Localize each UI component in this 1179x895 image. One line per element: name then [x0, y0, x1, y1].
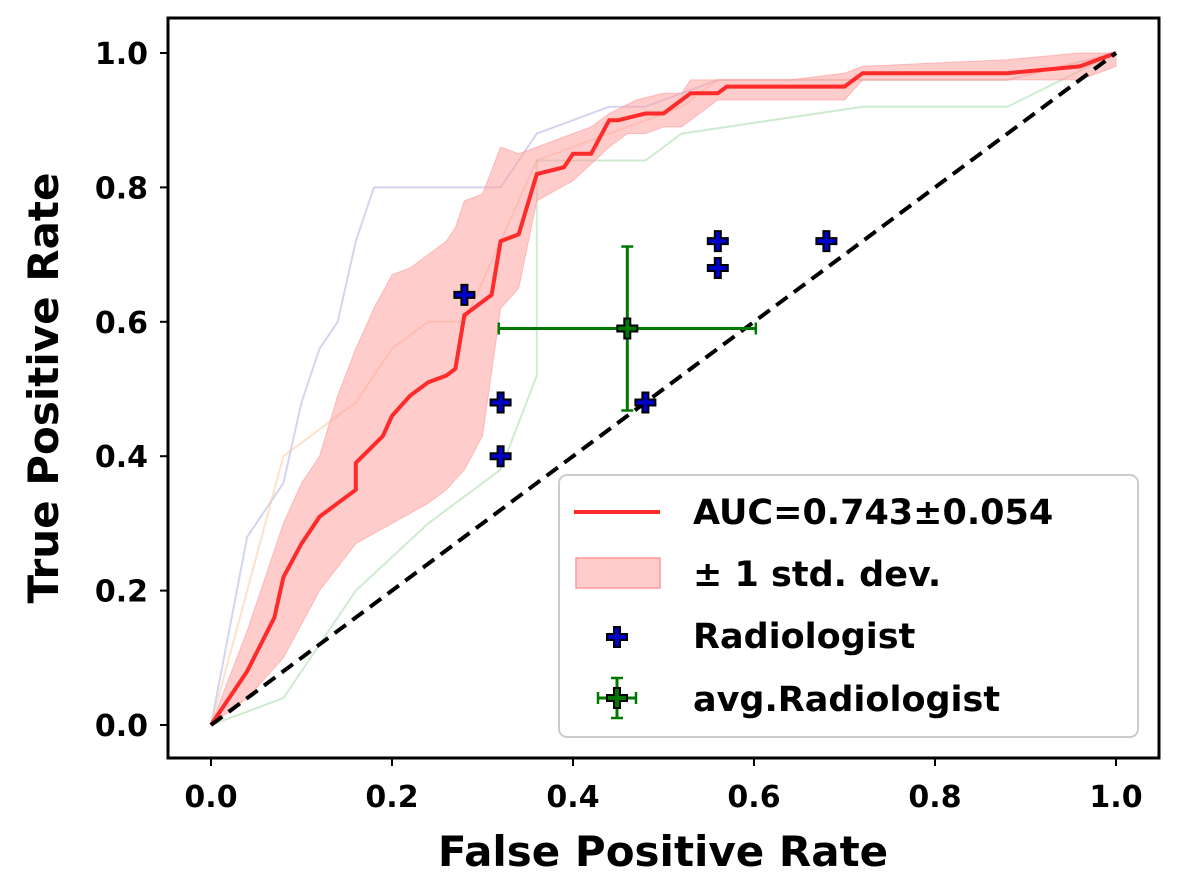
- x-tick-label: 0.0: [184, 780, 237, 815]
- radiologist-point-5: [706, 230, 729, 253]
- legend-avg-radiologist-marker: [596, 676, 638, 720]
- plot-frame: [166, 16, 1161, 760]
- radiologist-point-3: [489, 445, 512, 468]
- plot-area: [209, 51, 1118, 727]
- legend-avg-radiologist-label: avg.Radiologist: [693, 680, 1000, 720]
- y-tick-label: 0.6: [95, 306, 148, 341]
- legend-avg-plus: [606, 687, 628, 709]
- legend-radiologist-label: Radiologist: [693, 617, 915, 657]
- y-tick-label: 0.2: [95, 575, 148, 610]
- x-tick-label: 0.8: [908, 780, 961, 815]
- x-axis-title: False Positive Rate: [438, 827, 888, 876]
- x-tick-label: 1.0: [1089, 780, 1142, 815]
- x-axis-ticks: 0.0 0.2 0.4 0.6 0.8 1.0: [184, 758, 1143, 815]
- radiologist-point-2: [489, 391, 512, 414]
- radiologist-point-1: [453, 283, 476, 306]
- radiologist-point-4: [634, 391, 657, 414]
- y-tick-label: 1.0: [95, 37, 148, 72]
- radiologist-point-6: [706, 257, 729, 280]
- avg-radiologist-point: [616, 317, 639, 340]
- radiologist-markers: [453, 230, 838, 468]
- legend-box: [558, 474, 1139, 738]
- x-tick-label: 0.2: [365, 780, 418, 815]
- legend-std-band-label: ± 1 std. dev.: [693, 555, 941, 595]
- avg-radiologist-errorbar: [497, 245, 758, 412]
- chance-diagonal-line: [209, 51, 1118, 727]
- legend-radiologist-plus: [606, 626, 628, 648]
- y-tick-label: 0.8: [95, 171, 148, 206]
- legend-radiologist-marker: [606, 626, 628, 648]
- mean-roc-line: [209, 51, 1117, 727]
- x-tick-label: 0.6: [727, 780, 780, 815]
- legend: AUC=0.743±0.054 ± 1 std. dev. Radiologis…: [558, 474, 1139, 738]
- x-tick-label: 0.4: [546, 780, 599, 815]
- y-tick-label: 0.4: [95, 440, 148, 475]
- y-axis-ticks: 0.0 0.2 0.4 0.6 0.8 1.0: [95, 37, 168, 744]
- fold-curve-3: [210, 52, 1117, 726]
- y-tick-label: 0.0: [95, 709, 148, 744]
- legend-std-band-swatch: [575, 557, 661, 589]
- radiologist-point-7: [815, 230, 838, 253]
- legend-mean-roc-label: AUC=0.743±0.054: [693, 493, 1053, 533]
- y-axis-title: True Positive Rate: [19, 173, 68, 604]
